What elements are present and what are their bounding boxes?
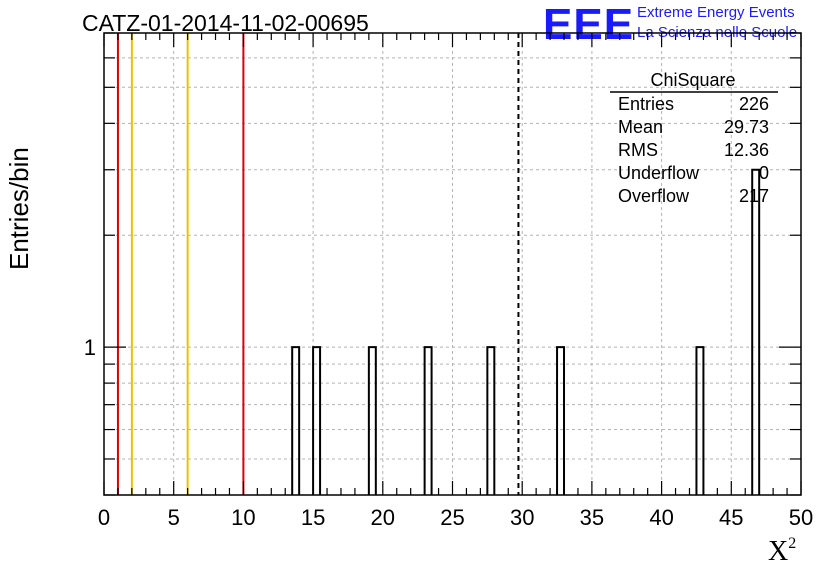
x-tick-label: 25: [440, 505, 464, 530]
stats-title: ChiSquare: [650, 70, 735, 90]
eee-logo: EEE: [543, 0, 635, 49]
x-tick-label: 35: [580, 505, 604, 530]
stats-value-mean: 29.73: [724, 117, 769, 137]
bins-layer: [291, 168, 761, 495]
stats-label-rms: RMS: [618, 140, 658, 160]
x-tick-label: 15: [301, 505, 325, 530]
stats-value-rms: 12.36: [724, 140, 769, 160]
x-tick-label: 20: [371, 505, 395, 530]
x-tick-label: 45: [719, 505, 743, 530]
histogram-bin: [695, 346, 705, 495]
histogram-bin: [751, 168, 761, 495]
histogram-bin: [367, 346, 377, 495]
histogram-bin: [312, 346, 322, 495]
stats-value-entries: 226: [739, 94, 769, 114]
histogram-bin: [423, 346, 433, 495]
logo-line-1: Extreme Energy Events: [637, 4, 795, 21]
stats-value-underflow: 0: [759, 163, 769, 183]
histogram-bin: [556, 346, 566, 495]
stats-box: ChiSquare Entries 226 Mean 29.73 RMS 12.…: [610, 70, 778, 206]
x-axis-label: X2: [768, 534, 797, 567]
histogram-bin: [486, 346, 496, 495]
stats-label-entries: Entries: [618, 94, 674, 114]
x-tick-label: 50: [789, 505, 813, 530]
stats-label-overflow: Overflow: [618, 186, 690, 206]
reference-lines-layer: [116, 33, 520, 495]
stats-label-mean: Mean: [618, 117, 663, 137]
x-tick-label: 5: [168, 505, 180, 530]
x-tick-label: 10: [231, 505, 255, 530]
x-axis-label-superscript: 2: [788, 534, 797, 552]
stats-value-overflow: 217: [739, 186, 769, 206]
y-tick-label: 1: [84, 335, 96, 360]
ticks-layer: 0 5 10 15 20 25 30 35 40 45 50 1: [84, 32, 813, 530]
chart-title: CATZ-01-2014-11-02-00695: [82, 10, 369, 36]
histogram-bin: [291, 346, 301, 495]
stats-label-underflow: Underflow: [618, 163, 700, 183]
x-tick-label: 0: [98, 505, 110, 530]
x-tick-label: 40: [649, 505, 673, 530]
x-tick-label: 30: [510, 505, 534, 530]
